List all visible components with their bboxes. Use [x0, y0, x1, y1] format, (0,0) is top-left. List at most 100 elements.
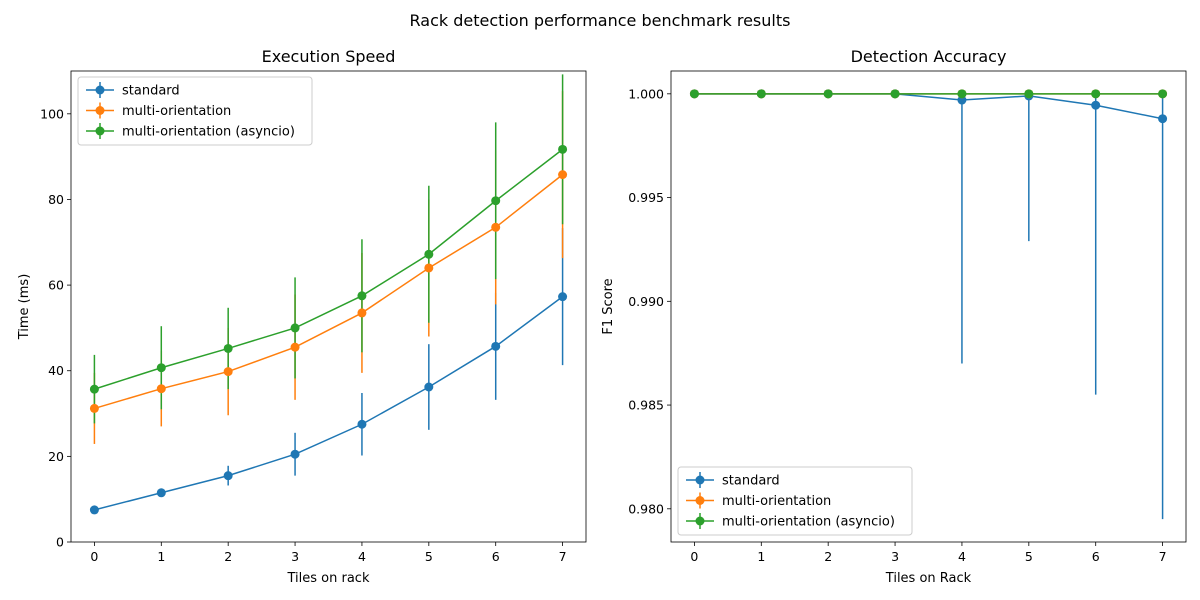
axes-frame: [670, 70, 1187, 543]
multi-orientation-asyncio-point: [689, 89, 699, 99]
x-tick-label: 6: [492, 549, 500, 564]
x-tick-label: 0: [690, 549, 698, 564]
y-tick-label: 0: [56, 535, 64, 550]
y-tick-label: 0.985: [628, 398, 664, 413]
chart-title: Detection Accuracy: [851, 47, 1007, 66]
x-tick-label: 5: [1025, 549, 1033, 564]
multi-orientation-legend-label: multi-orientation: [122, 104, 231, 119]
multi-orientation-markers: [89, 170, 568, 413]
multi-orientation-asyncio-point: [756, 89, 766, 99]
x-tick-label: 3: [291, 549, 299, 564]
multi-orientation-asyncio-markers: [89, 144, 568, 394]
y-tick-label: 1.000: [628, 86, 664, 101]
x-tick-label: 2: [824, 549, 832, 564]
plot-area: [689, 89, 1168, 520]
multi-orientation-asyncio-point: [1024, 89, 1034, 99]
multi-orientation-asyncio-point: [558, 144, 568, 154]
x-axis-label: Tiles on Rack: [885, 571, 972, 586]
plot-area: [89, 74, 568, 515]
x-axis-label: Tiles on rack: [287, 571, 370, 586]
multi-orientation-point: [290, 342, 300, 352]
x-tick-label: 4: [358, 549, 366, 564]
x-tick-label: 7: [1159, 549, 1167, 564]
multi-orientation-asyncio-point: [156, 363, 166, 373]
x-tick-label: 2: [224, 549, 232, 564]
chart-title: Execution Speed: [262, 47, 396, 66]
multi-orientation-asyncio-legend-label: multi-orientation (asyncio): [722, 515, 895, 530]
standard-line: [94, 296, 564, 511]
multi-orientation-asyncio-point: [223, 343, 233, 353]
y-tick-label: 20: [48, 449, 64, 464]
standard-point: [1158, 114, 1168, 124]
y-axis-label: Time (ms): [17, 274, 32, 341]
standard-point: [957, 95, 967, 105]
standard-point: [156, 488, 166, 498]
multi-orientation-asyncio-legend-marker: [95, 126, 105, 136]
standard-point: [1091, 100, 1101, 110]
execution-speed-chart: Execution Speed 0 1 2 3 4 5 6 7 0 20 40 60 80 100 Tiles…: [17, 47, 587, 586]
standard-point: [424, 382, 434, 392]
multi-orientation-asyncio-point: [823, 89, 833, 99]
standard-point: [89, 505, 99, 515]
y-tick-label: 40: [48, 363, 64, 378]
legend: standard multi-orientation multi-orientati…: [677, 466, 913, 536]
multi-orientation-asyncio-point: [1091, 89, 1101, 99]
multi-orientation-asyncio-point: [424, 249, 434, 259]
y-tick-label: 80: [48, 192, 64, 207]
y-tick-label: 100: [40, 106, 64, 121]
multi-orientation-asyncio-point: [491, 196, 501, 206]
detection-accuracy-chart: Detection Accuracy 0 1 2 3 4 5 6 7 0.980 0.985 0.99…: [601, 47, 1187, 586]
y-tick-label: 0.995: [628, 190, 664, 205]
multi-orientation-asyncio-markers: [689, 89, 1168, 99]
figure-suptitle: Rack detection performance benchmark res…: [410, 11, 791, 30]
standard-point: [491, 341, 501, 351]
axes-frame: [70, 70, 587, 543]
legend-box: [77, 76, 313, 146]
x-tick-label: 3: [891, 549, 899, 564]
standard-point: [357, 419, 367, 429]
x-tick-label: 1: [157, 549, 165, 564]
multi-orientation-point: [424, 263, 434, 273]
multi-orientation-asyncio-line: [94, 148, 564, 390]
multi-orientation-legend-label: multi-orientation: [722, 494, 831, 509]
standard-legend-marker: [95, 85, 105, 95]
standard-point: [290, 449, 300, 459]
x-tick-label: 7: [559, 549, 567, 564]
multi-orientation-point: [156, 384, 166, 394]
multi-orientation-asyncio-point: [290, 323, 300, 333]
multi-orientation-asyncio-point: [957, 89, 967, 99]
multi-orientation-point: [89, 403, 99, 413]
multi-orientation-point: [223, 367, 233, 377]
multi-orientation-legend-marker: [95, 106, 105, 115]
standard-point: [223, 471, 233, 481]
multi-orientation-point: [357, 308, 367, 318]
standard-markers: [89, 292, 568, 515]
multi-orientation-asyncio-point: [89, 384, 99, 394]
legend-box: [677, 466, 913, 536]
standard-point: [558, 292, 568, 302]
x-tick-label: 4: [958, 549, 966, 564]
multi-orientation-asyncio-point: [1158, 89, 1168, 99]
y-tick-label: 0.990: [628, 294, 664, 309]
y-tick-label: 60: [48, 278, 64, 293]
y-tick-label: 0.980: [628, 501, 664, 516]
multi-orientation-legend-marker: [695, 496, 705, 505]
multi-orientation-line: [94, 174, 564, 410]
multi-orientation-asyncio-point: [357, 291, 367, 301]
multi-orientation-asyncio-legend-label: multi-orientation (asyncio): [122, 125, 295, 140]
standard-error-bars: [961, 89, 1164, 520]
x-tick-label: 5: [425, 549, 433, 564]
multi-orientation-point: [491, 222, 501, 232]
y-axis-label: F1 Score: [601, 278, 616, 334]
standard-legend-marker: [695, 475, 705, 485]
multi-orientation-asyncio-legend-marker: [695, 516, 705, 526]
legend: standard multi-orientation multi-orientati…: [77, 76, 313, 146]
x-tick-label: 6: [1092, 549, 1100, 564]
standard-legend-label: standard: [122, 84, 180, 99]
multi-orientation-asyncio-point: [890, 89, 900, 99]
multi-orientation-point: [558, 170, 568, 180]
standard-legend-label: standard: [722, 474, 780, 489]
x-tick-label: 0: [90, 549, 98, 564]
x-tick-label: 1: [757, 549, 765, 564]
